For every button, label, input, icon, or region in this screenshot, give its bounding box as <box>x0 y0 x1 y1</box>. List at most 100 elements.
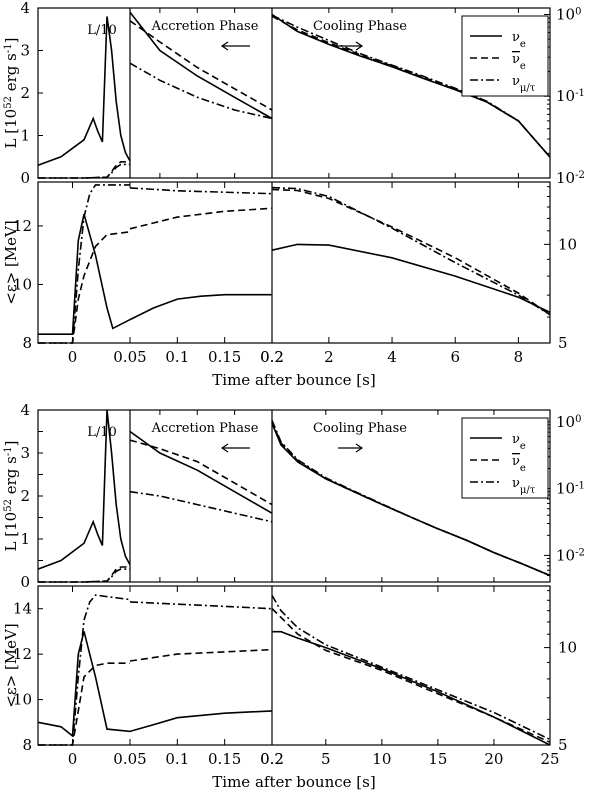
fig1-lum-right-tick-label-part: -2 <box>575 547 585 558</box>
fig1-en-frame <box>37 585 551 746</box>
fig1-en-accretion-series-2 <box>129 601 273 610</box>
fig1-accretion-label: Accretion Phase <box>151 421 259 436</box>
fig1-en-accretion-series-1 <box>129 648 273 662</box>
fig1-en-early-xtick-label: 0.05 <box>113 750 146 768</box>
fig0-en-accretion-series-1 <box>129 207 273 230</box>
fig0-lum-right-tick-label: 10-1 <box>556 87 585 105</box>
fig1-legend-box <box>461 417 549 499</box>
fig1-legend-entry-1: νe <box>512 454 526 474</box>
fig0-en-early-series-2 <box>38 184 130 344</box>
fig0-lum-accretion-series-2 <box>129 62 273 120</box>
fig1-lum-cooling-series-2 <box>271 420 551 577</box>
fig0-lum-ytick-label: 2 <box>20 84 30 102</box>
fig1-lum-ylabel-part: L [10 <box>2 512 20 552</box>
fig0-lum-accretion-series-1 <box>129 20 273 111</box>
fig1-lum-right-tick-label-part: 10 <box>556 546 575 564</box>
fig1-lum-right-tick-label-part: -1 <box>575 480 585 491</box>
fig0-en-frame <box>37 181 551 344</box>
fig0-lum-right-tick-label-part: -1 <box>575 88 585 99</box>
fig1-en-early-xtick-label: 0 <box>68 750 78 768</box>
fig0-lum-right-tick-label-part: -2 <box>575 170 585 181</box>
fig0-lum-ylabel-part: ] <box>2 38 20 44</box>
fig0-legend-entry-2-part: μ/τ <box>520 83 536 94</box>
fig0-en-cooling-series-2 <box>271 186 551 316</box>
fig1-lum-ytick-label: 0 <box>20 573 30 591</box>
fig1-en-cooling-series-2 <box>271 594 551 741</box>
fig0-accretion-label: Accretion Phase <box>151 19 259 34</box>
fig0-lum-right-tick-label: 10-2 <box>556 169 585 187</box>
fig0-en-cool-xtick-label: 2 <box>324 348 334 366</box>
fig0-en-ytick-label: 8 <box>22 334 32 352</box>
fig0-lum-right-tick-label-part: 0 <box>575 6 581 17</box>
fig0-xlabel: Time after bounce [s] <box>212 371 375 389</box>
fig1-lum-accretion-series-0 <box>129 430 273 514</box>
fig0-en-acc-xtick-label: 0.2 <box>260 348 284 366</box>
fig1-en-cool-xtick-label: 0.2 <box>260 750 284 768</box>
fig0-legend-entry-2-part: ν <box>512 74 520 89</box>
fig0-en-early-xtick-label: 0.05 <box>113 348 146 366</box>
fig0-inset-label: L/10 <box>87 23 117 38</box>
fig0-lum-ylabel-part: L [10 <box>2 109 20 149</box>
fig0-lum-early-series-0 <box>37 16 131 167</box>
fig0-lum-ytick-label: 3 <box>20 42 30 60</box>
fig1-en-ytick-label: 12 <box>13 645 32 663</box>
fig0-accretion-arrow <box>220 41 250 51</box>
fig1-en-cool-xtick-label: 5 <box>321 750 331 768</box>
fig1-legend-entry-2: νμ/τ <box>512 476 536 496</box>
fig0-cooling-label: Cooling Phase <box>313 19 407 34</box>
fig1-en-ylabel: <ε> [MeV] <box>2 623 20 707</box>
fig1-en-ytick-label: 8 <box>22 736 32 754</box>
fig1-lum-accretion-series-1 <box>129 439 273 506</box>
fig1-en-cool-xtick-label: 20 <box>484 750 503 768</box>
fig0-lum-cooling-series-0 <box>271 13 551 158</box>
fig0-lum-right-tick-label-part: 10 <box>556 87 575 105</box>
fig1-accretion-arrow <box>220 443 250 453</box>
fig0-lum-right-tick-label-part: 10 <box>556 169 575 187</box>
fig1-legend-entry-2-part: μ/τ <box>520 485 536 496</box>
fig1-en-ytick-label: 10 <box>13 691 32 709</box>
fig0-lum-right-tick-label-part: 10 <box>556 5 575 23</box>
fig1-en-cool-xtick-label: 15 <box>428 750 447 768</box>
fig1-lum-ytick-label: 4 <box>20 401 30 419</box>
fig1-lum-right-tick-label: 10-1 <box>556 480 585 498</box>
fig1-lum-right-tick-label-part: 10 <box>556 413 575 431</box>
fig0-en-early-xtick-label: 0 <box>68 348 78 366</box>
fig0-en-ytick-label: 12 <box>13 217 32 235</box>
fig1-lum-ylabel-part: erg s <box>2 456 20 499</box>
fig1-lum-right-tick-label-part: 0 <box>575 413 581 424</box>
fig1-lum-early-series-2 <box>38 568 130 583</box>
fig1-lum-ylabel: L [1052 erg s-1] <box>2 441 20 552</box>
fig0-lum-early-series-2 <box>38 163 130 179</box>
fig0-lum-right-tick-label: 100 <box>556 5 581 23</box>
fig1-en-early-series-0 <box>37 631 131 738</box>
fig0-lum-cooling-series-1 <box>271 15 551 158</box>
fig0-lum-accretion-series-0 <box>129 11 273 120</box>
fig1-lum-early-series-1 <box>38 566 130 583</box>
fig1-en-cooling-series-1 <box>271 608 551 743</box>
fig0-en-acc-xtick-label: 0.1 <box>165 348 189 366</box>
fig0-en-cool-xtick-label: 6 <box>450 348 460 366</box>
fig0-en-right-tick-label: 10 <box>558 235 577 253</box>
fig0-lum-early-series-1 <box>38 161 130 179</box>
fig1-en-cool-xtick-label: 10 <box>372 750 391 768</box>
fig0-legend-box <box>461 15 549 97</box>
fig0-legend-entry-1-part: ν <box>512 52 520 67</box>
fig1-lum-ytick-label: 3 <box>20 444 30 462</box>
fig0-lum-ylabel-part: erg s <box>2 53 20 96</box>
fig0-legend-entry-0-part: ν <box>512 30 520 45</box>
fig0-en-cool-xtick-label: 8 <box>514 348 524 366</box>
fig0-lum-ylabel: L [1052 erg s-1] <box>2 38 20 149</box>
fig0-en-cool-xtick-label: 0.2 <box>260 348 284 366</box>
fig0-legend-entry-0-part: e <box>520 39 526 50</box>
fig0-legend-entry-1: νe <box>512 52 526 72</box>
fig1-legend-entry-1-part: e <box>520 463 526 474</box>
fig0-en-cooling-series-1 <box>271 188 551 316</box>
fig1-lum-cooling-series-1 <box>271 421 551 577</box>
fig0-en-ylabel: <ε> [MeV] <box>2 220 20 304</box>
fig0-en-right-tick-label: 5 <box>558 334 568 352</box>
fig0-en-ytick-label: 10 <box>13 275 32 293</box>
fig1-lum-right-tick-label-part: 10 <box>556 480 575 498</box>
fig1-lum-ytick-label: 1 <box>20 530 30 548</box>
fig1-legend-entry-0-part: e <box>520 441 526 452</box>
